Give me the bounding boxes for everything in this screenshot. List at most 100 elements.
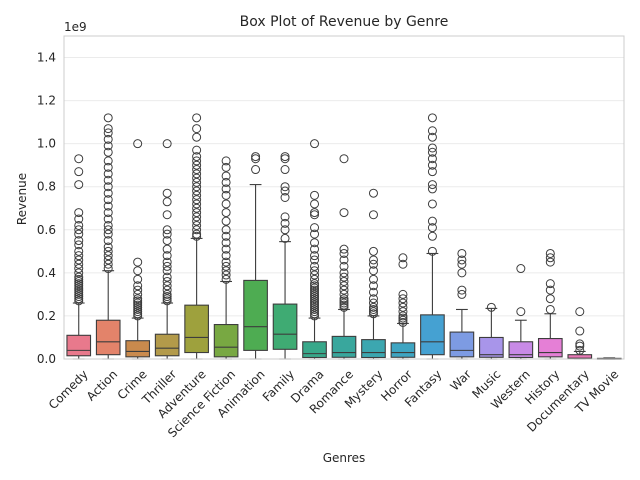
- outlier-point: [192, 124, 202, 134]
- outlier-point: [103, 225, 113, 235]
- outlier-point: [133, 307, 143, 317]
- outlier-point: [133, 266, 143, 276]
- outlier-point: [103, 229, 113, 239]
- outlier-point: [162, 139, 172, 149]
- outlier-point: [427, 180, 437, 190]
- outlier-point: [162, 266, 172, 276]
- y-tick-label: 0.2: [37, 309, 56, 323]
- outlier-point: [368, 287, 378, 297]
- outlier-point: [368, 246, 378, 256]
- outlier-point: [368, 281, 378, 291]
- outlier-point: [162, 272, 172, 282]
- outlier-point: [427, 216, 437, 226]
- outlier-point: [103, 182, 113, 192]
- outlier-point: [74, 154, 84, 164]
- outlier-point: [74, 285, 84, 295]
- outlier-point: [103, 147, 113, 157]
- outlier-point: [427, 126, 437, 136]
- outlier-point: [162, 281, 172, 291]
- outlier-point: [398, 259, 408, 269]
- outlier-point: [575, 341, 585, 351]
- outlier-point: [339, 302, 349, 312]
- outlier-point: [103, 251, 113, 261]
- outlier-point: [162, 197, 172, 207]
- outlier-point: [221, 208, 231, 218]
- outlier-point: [192, 177, 202, 187]
- outlier-point: [103, 113, 113, 123]
- outlier-point: [398, 315, 408, 325]
- outlier-point: [457, 289, 467, 299]
- outlier-point: [457, 248, 467, 258]
- outlier-point: [103, 156, 113, 166]
- outlier-point: [192, 231, 202, 241]
- outlier-point: [310, 294, 320, 304]
- y-tick-label: 0.8: [37, 180, 56, 194]
- outlier-point: [103, 124, 113, 134]
- outlier-point: [221, 216, 231, 226]
- y-axis-title: Revenue: [15, 173, 29, 225]
- outlier-point: [457, 268, 467, 278]
- outlier-point: [427, 147, 437, 157]
- outlier-point: [280, 165, 290, 175]
- outlier-point: [74, 246, 84, 256]
- outlier-point: [192, 173, 202, 183]
- outlier-point: [192, 169, 202, 179]
- outlier-point: [192, 212, 202, 222]
- outlier-point: [339, 289, 349, 299]
- box-science-fiction: [213, 323, 239, 358]
- outlier-point: [545, 285, 555, 295]
- box-animation: [243, 279, 268, 351]
- outlier-point: [310, 208, 320, 218]
- box-action: [95, 319, 121, 356]
- y-tick-label: 0.6: [37, 223, 56, 237]
- outlier-point: [545, 257, 555, 267]
- outlier-point: [192, 132, 202, 142]
- outlier-point: [74, 283, 84, 293]
- outlier-point: [368, 259, 378, 269]
- outlier-point: [74, 220, 84, 230]
- outlier-point: [545, 253, 555, 263]
- outlier-point: [74, 289, 84, 299]
- outlier-point: [103, 214, 113, 224]
- outlier-point: [339, 248, 349, 258]
- outlier-point: [339, 298, 349, 308]
- outlier-point: [192, 156, 202, 166]
- outlier-point: [427, 160, 437, 170]
- outlier-point: [280, 233, 290, 243]
- outlier-point: [103, 134, 113, 144]
- outlier-point: [74, 274, 84, 284]
- outlier-point: [516, 264, 526, 274]
- outlier-point: [310, 266, 320, 276]
- outlier-point: [368, 304, 378, 314]
- outlier-point: [280, 225, 290, 235]
- outlier-point: [192, 160, 202, 170]
- outlier-point: [74, 208, 84, 218]
- outlier-point: [162, 244, 172, 254]
- outlier-point: [398, 302, 408, 312]
- outlier-point: [74, 225, 84, 235]
- outlier-point: [221, 177, 231, 187]
- outlier-point: [162, 210, 172, 220]
- outlier-point: [133, 285, 143, 295]
- outlier-point: [133, 302, 143, 312]
- outlier-point: [310, 210, 320, 220]
- box-western: [508, 341, 534, 359]
- outlier-point: [368, 298, 378, 308]
- y-tick-label: 1.0: [37, 137, 56, 151]
- outlier-point: [103, 128, 113, 138]
- outlier-point: [103, 259, 113, 269]
- y-tick-label: 0.0: [37, 352, 56, 366]
- box-music: [479, 336, 504, 358]
- outlier-point: [192, 225, 202, 235]
- outlier-point: [74, 264, 84, 274]
- outlier-point: [368, 255, 378, 265]
- outlier-point: [398, 317, 408, 327]
- outlier-point: [103, 162, 113, 172]
- outlier-point: [192, 165, 202, 175]
- outlier-point: [103, 188, 113, 198]
- outlier-point: [192, 182, 202, 192]
- outlier-point: [162, 225, 172, 235]
- outlier-point: [162, 285, 172, 295]
- outlier-point: [103, 246, 113, 256]
